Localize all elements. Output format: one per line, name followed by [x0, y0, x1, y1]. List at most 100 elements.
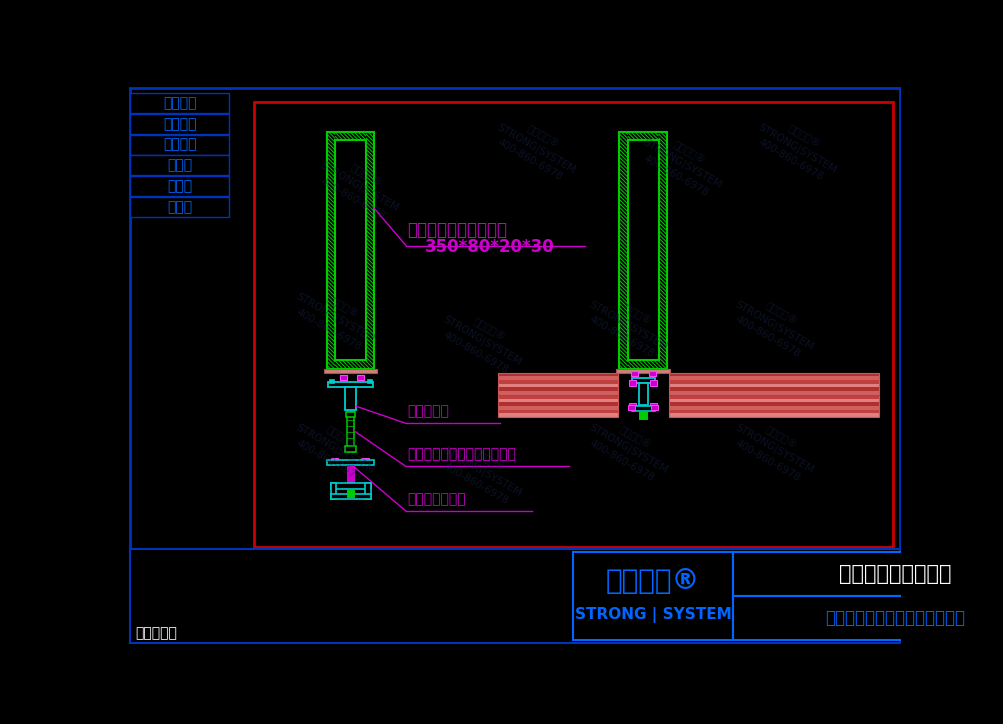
- Bar: [649, 380, 656, 386]
- Text: 西创系统®
STRONG|SYSTEM
400-860-6978: 西创系统® STRONG|SYSTEM 400-860-6978: [311, 149, 406, 225]
- Bar: [639, 411, 646, 418]
- Bar: [329, 379, 333, 383]
- Bar: [650, 405, 657, 410]
- Bar: [254, 102, 892, 547]
- Text: 铝合金端头: 铝合金端头: [407, 404, 449, 418]
- Bar: [347, 465, 353, 484]
- Bar: [573, 552, 732, 640]
- Bar: [497, 384, 617, 387]
- Text: 大通透: 大通透: [166, 180, 192, 193]
- Bar: [497, 406, 617, 410]
- Bar: [328, 382, 372, 387]
- Text: 西创系统：精制钢立柱: 西创系统：精制钢立柱: [407, 222, 507, 240]
- Bar: [732, 596, 1003, 640]
- Text: 西创系统®
STRONG|SYSTEM
400-860-6978: 西创系统® STRONG|SYSTEM 400-860-6978: [580, 411, 676, 487]
- Bar: [361, 458, 369, 463]
- Bar: [345, 387, 356, 411]
- Bar: [330, 484, 370, 489]
- Bar: [630, 371, 637, 376]
- Text: 西创系统®
STRONG|SYSTEM
400-860-6978: 西创系统® STRONG|SYSTEM 400-860-6978: [726, 287, 821, 363]
- Bar: [629, 403, 636, 408]
- Bar: [130, 197, 229, 217]
- Bar: [130, 176, 229, 196]
- Bar: [627, 405, 634, 410]
- Text: 西创系统®
STRONG|SYSTEM
400-860-6978: 西创系统® STRONG|SYSTEM 400-860-6978: [726, 411, 821, 487]
- Text: 西创系统®: 西创系统®: [606, 567, 699, 595]
- Bar: [668, 391, 878, 395]
- Text: 不锈钢机制螺栓: 不锈钢机制螺栓: [407, 492, 465, 506]
- Bar: [130, 135, 229, 155]
- Text: 350*80*20*30: 350*80*20*30: [424, 238, 554, 256]
- Text: 西创系统：公母螺栓（专利）: 西创系统：公母螺栓（专利）: [407, 447, 516, 461]
- Bar: [631, 378, 654, 383]
- Bar: [668, 380, 878, 384]
- Text: 中交矩形精制钢系统: 中交矩形精制钢系统: [838, 564, 950, 584]
- Bar: [616, 369, 669, 373]
- Text: 西创系统®
STRONG|SYSTEM
400-860-6978: 西创系统® STRONG|SYSTEM 400-860-6978: [487, 110, 583, 187]
- Bar: [345, 446, 356, 452]
- Bar: [668, 373, 878, 376]
- Bar: [668, 395, 878, 399]
- Text: 超级防腐: 超级防腐: [162, 138, 197, 151]
- Bar: [629, 380, 636, 386]
- Text: 环保节能: 环保节能: [162, 117, 197, 131]
- Text: 西创系统®
STRONG|SYSTEM
400-860-6978: 西创系统® STRONG|SYSTEM 400-860-6978: [434, 303, 530, 379]
- Bar: [356, 375, 363, 380]
- Bar: [497, 376, 617, 380]
- Bar: [347, 489, 353, 497]
- Bar: [365, 484, 370, 499]
- Bar: [668, 373, 878, 417]
- Bar: [668, 399, 878, 403]
- Bar: [668, 410, 878, 413]
- Bar: [335, 140, 365, 361]
- Bar: [619, 132, 666, 369]
- Text: 大跨度: 大跨度: [166, 159, 192, 172]
- Text: 西创金属科技（江苏）有限公司: 西创金属科技（江苏）有限公司: [824, 609, 964, 627]
- Bar: [668, 387, 878, 391]
- Text: 西创系统®
STRONG|SYSTEM
400-860-6978: 西创系统® STRONG|SYSTEM 400-860-6978: [288, 411, 383, 487]
- Bar: [668, 406, 878, 410]
- Bar: [649, 371, 656, 376]
- Bar: [497, 373, 617, 417]
- Text: 专利产品！: 专利产品！: [135, 626, 178, 641]
- Bar: [627, 140, 658, 361]
- Bar: [330, 458, 338, 463]
- Text: 更纤细: 更纤细: [166, 200, 192, 214]
- Bar: [347, 412, 353, 452]
- Bar: [497, 413, 617, 417]
- Bar: [330, 494, 370, 499]
- Bar: [339, 375, 346, 380]
- Bar: [497, 410, 617, 413]
- Bar: [649, 403, 656, 408]
- Bar: [326, 132, 374, 369]
- Bar: [130, 93, 229, 113]
- Bar: [497, 387, 617, 391]
- Bar: [130, 156, 229, 175]
- Bar: [668, 384, 878, 387]
- Bar: [497, 403, 617, 406]
- Text: 西创系统®
STRONG|SYSTEM
400-860-6978: 西创系统® STRONG|SYSTEM 400-860-6978: [288, 279, 383, 356]
- Bar: [323, 369, 377, 373]
- Bar: [497, 399, 617, 403]
- Bar: [668, 413, 878, 417]
- Bar: [668, 403, 878, 406]
- Bar: [130, 114, 229, 134]
- Bar: [346, 412, 355, 417]
- Bar: [497, 395, 617, 399]
- Bar: [732, 552, 1003, 596]
- Bar: [668, 376, 878, 380]
- Bar: [330, 484, 336, 499]
- Text: 西创系统®
STRONG|SYSTEM
400-860-6978: 西创系统® STRONG|SYSTEM 400-860-6978: [580, 287, 676, 363]
- Text: 西创系统®
STRONG|SYSTEM
400-860-6978: 西创系统® STRONG|SYSTEM 400-860-6978: [634, 126, 729, 202]
- Text: 西创系统®
STRONG|SYSTEM
400-860-6978: 西创系统® STRONG|SYSTEM 400-860-6978: [749, 110, 845, 187]
- Bar: [497, 380, 617, 384]
- Bar: [497, 373, 617, 376]
- Bar: [631, 406, 654, 411]
- Text: 西创系统®
STRONG|SYSTEM
400-860-6978: 西创系统® STRONG|SYSTEM 400-860-6978: [434, 434, 530, 510]
- Bar: [129, 549, 899, 643]
- Bar: [367, 379, 372, 383]
- Bar: [638, 383, 647, 405]
- Text: 安全防火: 安全防火: [162, 96, 197, 110]
- Bar: [497, 391, 617, 395]
- Bar: [327, 460, 373, 465]
